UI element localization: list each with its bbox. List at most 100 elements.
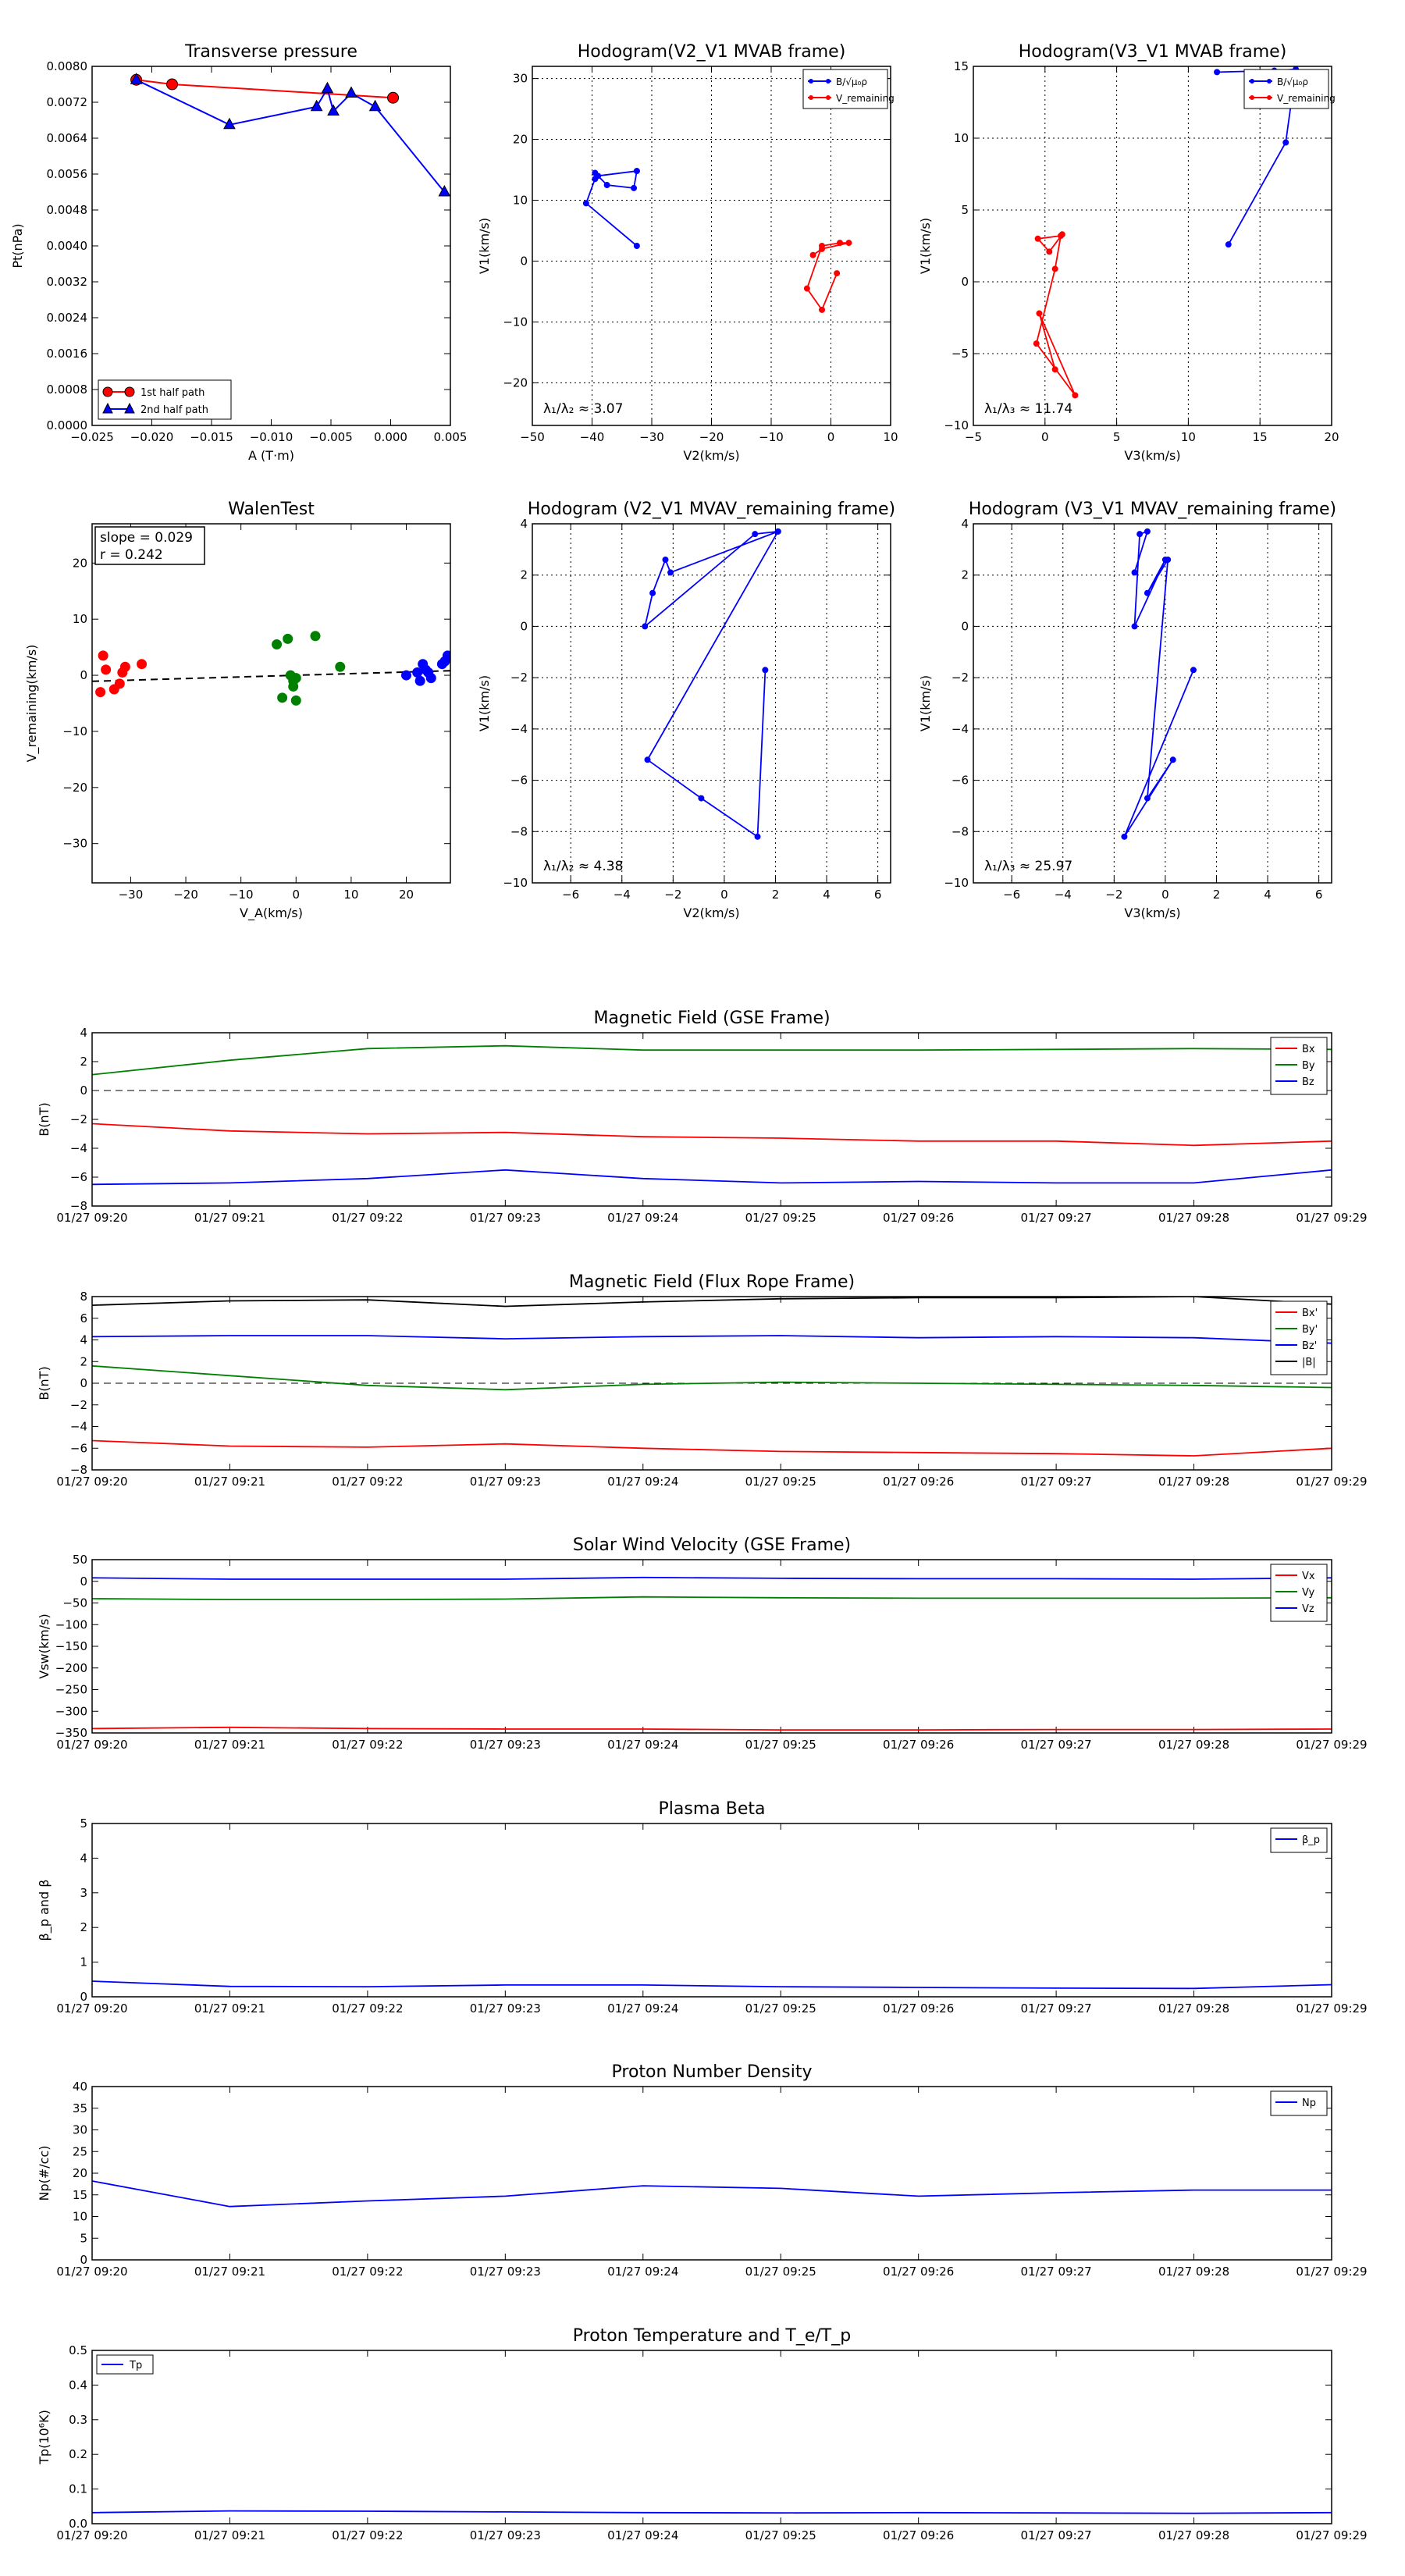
tp-point-triangle (345, 86, 357, 98)
ts3-y-tick-label: −200 (55, 1661, 87, 1675)
walen-green-point (277, 692, 288, 703)
walen-r-annotation: r = 0.242 (100, 547, 163, 563)
ts5-x-tick-label: 01/27 09:25 (745, 2265, 816, 2279)
walen-x-tick-label: −10 (229, 888, 254, 902)
h1-y-tick-label: −10 (503, 315, 528, 329)
tp-x-tick-label: −0.025 (70, 430, 114, 444)
ts1-legend-label: By (1302, 1060, 1315, 1072)
h1-y-tick-label: −20 (503, 375, 528, 390)
h1-legend-marker (826, 95, 831, 100)
h4-series-0-point (1144, 589, 1151, 596)
walen-slope-annotation: slope = 0.029 (100, 530, 193, 546)
walen-green-point (310, 631, 321, 642)
ts4-x-tick-label: 01/27 09:20 (56, 2001, 127, 2016)
h4-y-tick-label: −10 (944, 876, 969, 890)
tp-legend-marker (102, 386, 113, 397)
h4-y-tick-label: −2 (951, 671, 969, 685)
ts2-legend-label: By' (1302, 1324, 1318, 1336)
ts3-x-tick-label: 01/27 09:22 (332, 1738, 403, 1752)
ts4-y-tick-label: 5 (80, 1816, 87, 1831)
h1-x-tick-label: −30 (639, 430, 664, 444)
h4-series-0-point (1131, 569, 1138, 576)
walen-blue-point (401, 670, 412, 681)
ts5-legend-label: Np (1302, 2097, 1316, 2109)
ts1-y-tick-label: 2 (80, 1055, 87, 1069)
h1-y-tick-label: 30 (513, 72, 528, 86)
h4-series-0-point (1144, 795, 1151, 802)
walen-red-point (95, 687, 106, 698)
h2-plot-frame (973, 66, 1332, 426)
h4-series-0-point (1161, 557, 1168, 563)
ts5-x-tick-label: 01/27 09:23 (470, 2265, 541, 2279)
ts6-series-Tp-line (92, 2510, 1332, 2514)
tp-y-tick-label: 0.0008 (47, 382, 88, 397)
tp-point-triangle (438, 184, 451, 197)
ts1-x-tick-label: 01/27 09:22 (332, 1211, 403, 1225)
ts4-x-tick-label: 01/27 09:25 (745, 2001, 816, 2016)
ts1-legend-label: Bz (1302, 1076, 1314, 1088)
h3-series-0-point (642, 623, 649, 630)
ts3-legend-label: Vy (1302, 1587, 1315, 1599)
ts1-x-tick-label: 01/27 09:21 (194, 1211, 265, 1225)
ts2-x-tick-label: 01/27 09:27 (1020, 1475, 1091, 1489)
h2-series-1-point (1036, 310, 1043, 317)
tp-point-triangle (130, 73, 143, 84)
ts5-series-Np-line (92, 2180, 1332, 2208)
h1-x-tick-label: 10 (883, 430, 898, 444)
ts4-x-tick-label: 01/27 09:29 (1296, 2001, 1367, 2016)
ts5-plot-frame (91, 2086, 1332, 2261)
tp-plot-frame (91, 66, 451, 426)
ts2-title: Magnetic Field (Flux Rope Frame) (569, 1272, 855, 1292)
h4-y-tick-label: 2 (961, 568, 969, 582)
h1-series-1-point (819, 245, 826, 252)
ts4-series-β_p-line (92, 1980, 1332, 1990)
ts2-series-Bx'-line (92, 1439, 1332, 1457)
ts4-y-tick-label: 0 (80, 1990, 87, 2004)
walen-x-tick-label: −30 (119, 888, 144, 902)
ts6-x-tick-label: 01/27 09:29 (1296, 2528, 1367, 2542)
h4-series-0-point (1190, 667, 1197, 674)
walen-green-point (272, 639, 283, 650)
h3-series-0-point (667, 569, 674, 576)
ts5-y-tick-label: 10 (73, 2210, 87, 2224)
h2-legend-marker (1250, 79, 1254, 84)
h2-y-tick-label: 15 (954, 59, 969, 73)
h3-y-tick-label: −2 (510, 671, 528, 685)
ts3-x-tick-label: 01/27 09:23 (470, 1738, 541, 1752)
ts2-x-tick-label: 01/27 09:20 (56, 1475, 127, 1489)
ts1-y-tick-label: −4 (70, 1141, 87, 1155)
h2-legend-box (1243, 69, 1329, 109)
h3-ratio-annotation: λ₁/λ₂ ≈ 4.38 (543, 859, 623, 874)
h3-plot-frame (532, 523, 891, 884)
h1-legend-marker (826, 79, 831, 84)
h4-x-tick-label: 0 (1161, 888, 1169, 902)
h3-series-0-line (643, 530, 780, 838)
h2-x-axis-label: V3(km/s) (1124, 448, 1180, 463)
ts2-x-tick-label: 01/27 09:26 (883, 1475, 954, 1489)
ts6-title: Proton Temperature and T_e/T_p (573, 2326, 851, 2346)
walen-y-tick-label: 0 (80, 668, 87, 682)
ts3-x-tick-label: 01/27 09:27 (1020, 1738, 1091, 1752)
walen-plot-frame (91, 523, 451, 884)
ts6-x-tick-label: 01/27 09:23 (470, 2528, 541, 2542)
ts6-y-tick-label: 0.3 (69, 2413, 87, 2427)
ts4-y-tick-label: 2 (80, 1920, 87, 1934)
ts5-x-tick-label: 01/27 09:21 (194, 2265, 265, 2279)
tp-series-1-line (136, 79, 446, 193)
ts2-x-tick-label: 01/27 09:21 (194, 1475, 265, 1489)
h1-x-tick-label: −40 (580, 430, 605, 444)
ts2-x-tick-label: 01/27 09:28 (1158, 1475, 1229, 1489)
ts3-y-tick-label: −50 (62, 1596, 87, 1610)
ts5-legend-box (1270, 2090, 1328, 2116)
h3-series-0-point (774, 528, 781, 535)
ts2-legend-box (1270, 1300, 1328, 1375)
ts3-legend-box (1270, 1564, 1328, 1622)
ts1-title: Magnetic Field (GSE Frame) (593, 1009, 830, 1028)
ts4-x-tick-label: 01/27 09:23 (470, 2001, 541, 2016)
h3-x-tick-label: 2 (772, 888, 780, 902)
ts2-x-tick-label: 01/27 09:24 (607, 1475, 678, 1489)
ts5-x-tick-label: 01/27 09:22 (332, 2265, 403, 2279)
h4-y-tick-label: −4 (951, 722, 969, 736)
tp-x-tick-label: −0.020 (130, 430, 174, 444)
